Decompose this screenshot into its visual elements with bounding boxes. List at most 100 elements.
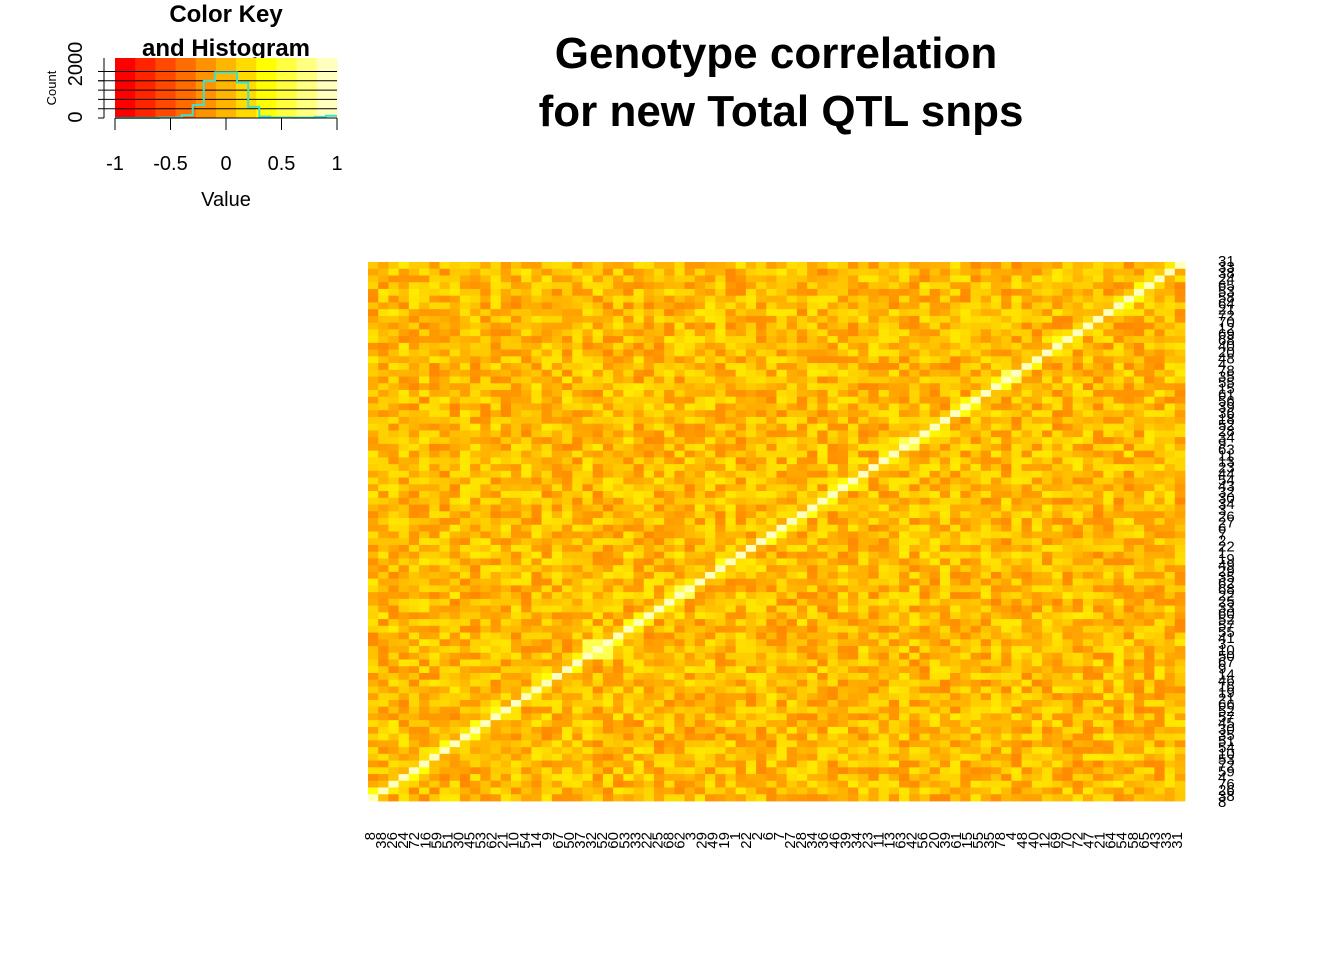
heatmap-cell [409,275,420,282]
heatmap-cell [501,275,512,282]
heatmap-cell [828,626,839,633]
heatmap-cell [542,262,553,269]
heatmap-cell [409,302,420,309]
heatmap-cell [797,302,808,309]
heatmap-cell [909,633,920,640]
heatmap-cell [899,612,910,619]
heatmap-cell [919,390,930,397]
heatmap-cell [1154,478,1165,485]
heatmap-cell [1032,417,1043,424]
heatmap-cell [450,572,461,579]
heatmap-cell [725,626,736,633]
heatmap-cell [399,451,410,458]
heatmap-cell [828,323,839,330]
heatmap-cell [787,350,798,357]
heatmap-cell [399,653,410,660]
heatmap-cell [1124,309,1135,316]
heatmap-cell [450,316,461,323]
heatmap-cell [991,444,1002,451]
heatmap-cell [1093,592,1104,599]
heatmap-cell [807,518,818,525]
heatmap-cell [1093,558,1104,565]
heatmap-cell [960,430,971,437]
heatmap-cell [501,282,512,289]
heatmap-cell [450,397,461,404]
heatmap-cell [368,518,379,525]
heatmap-cell [715,464,726,471]
heatmap-cell [1001,316,1012,323]
heatmap-cell [950,282,961,289]
heatmap-cell [828,356,839,363]
heatmap-cell [777,484,788,491]
heatmap-cell [531,390,542,397]
heatmap-cell [521,626,532,633]
heatmap-cell [756,612,767,619]
heatmap-cell [450,478,461,485]
heatmap-cell [654,275,665,282]
heatmap-cell [634,646,645,653]
heatmap-cell [848,323,859,330]
heatmap-cell [450,302,461,309]
heatmap-cell [572,262,583,269]
heatmap-cell [879,275,890,282]
heatmap-cell [838,585,849,592]
heatmap-cell [705,336,716,343]
heatmap-cell [797,592,808,599]
heatmap-cell [1175,424,1186,431]
heatmap-cell [909,484,920,491]
heatmap-cell [1134,444,1145,451]
heatmap-cell [1175,309,1186,316]
heatmap-cell [491,505,502,512]
heatmap-cell [582,585,593,592]
heatmap-cell [460,558,471,565]
heatmap-cell [542,660,553,667]
heatmap-cell [1114,302,1125,309]
heatmap-cell [562,660,573,667]
heatmap-cell [1093,545,1104,552]
heatmap-cell [1032,262,1043,269]
heatmap-cell [1103,383,1114,390]
heatmap-cell [1175,323,1186,330]
heatmap-cell [766,289,777,296]
heatmap-cell [889,289,900,296]
heatmap-cell [797,329,808,336]
heatmap-cell [1093,639,1104,646]
heatmap-cell [613,579,624,586]
heatmap-cell [1144,383,1155,390]
heatmap-cell [1175,383,1186,390]
heatmap-cell [705,545,716,552]
heatmap-cell [613,552,624,559]
heatmap-cell [971,464,982,471]
heatmap-cell [736,558,747,565]
heatmap-cell [695,403,706,410]
heatmap-cell [429,505,440,512]
heatmap-cell [388,606,399,613]
heatmap-cell [919,525,930,532]
heatmap-cell [623,302,634,309]
heatmap-cell [674,377,685,384]
heatmap-cell [419,296,430,303]
heatmap-cell [828,269,839,276]
heatmap-cell [725,471,736,478]
heatmap-cell [766,417,777,424]
heatmap-cell [664,599,675,606]
heatmap-cell [511,296,522,303]
heatmap-cell [828,538,839,545]
heatmap-cell [1073,505,1084,512]
heatmap-cell [674,323,685,330]
heatmap-cell [889,478,900,485]
heatmap-cell [1032,532,1043,539]
heatmap-cell [562,316,573,323]
heatmap-cell [1103,471,1114,478]
heatmap-cell [858,356,869,363]
heatmap-cell [470,323,481,330]
heatmap-cell [1144,289,1155,296]
heatmap-cell [909,316,920,323]
heatmap-cell [552,579,563,586]
heatmap-cell [838,599,849,606]
heatmap-cell [480,356,491,363]
heatmap-cell [940,478,951,485]
heatmap-cell [991,511,1002,518]
heatmap-cell [736,626,747,633]
